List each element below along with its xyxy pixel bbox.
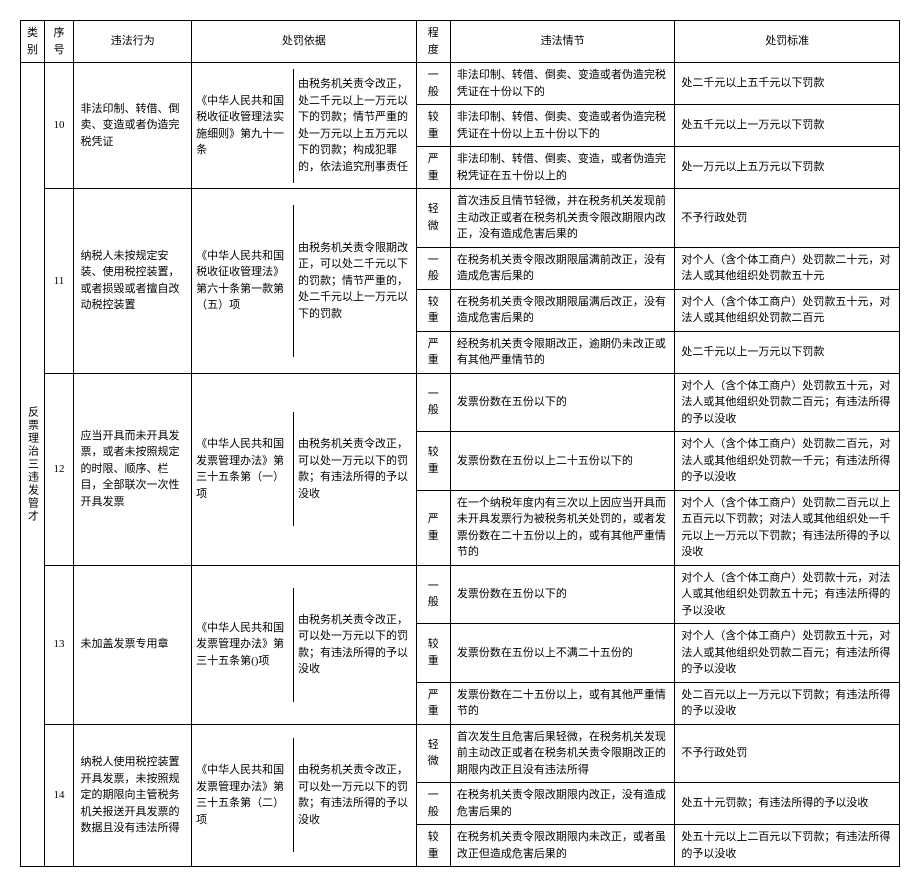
basis-cell: 《中华人民共和国发票管理办法》第三十五条第()项由税务机关责令改正，可以处一万元…: [192, 565, 417, 724]
detail-cell: 非法印制、转借、倒卖、变造或者伪造完税凭证在十份以下的: [450, 63, 675, 105]
detail-cell: 非法印制、转借、倒卖、变造或者伪造完税凭证在十份以上五十份以下的: [450, 105, 675, 147]
level-cell: 轻微: [416, 724, 450, 783]
detail-cell: 发票份数在五份以下的: [450, 565, 675, 624]
standard-cell: 对个人（含个体工商户）处罚款十元，对法人或其他组织处罚款五十元；有违法所得的予以…: [675, 565, 900, 624]
header-standard: 处罚标准: [675, 21, 900, 63]
header-detail: 违法情节: [450, 21, 675, 63]
basis-law: 《中华人民共和国发票管理办法》第三十五条第（一）项: [192, 412, 294, 526]
level-cell: 轻微: [416, 189, 450, 248]
no-cell: 14: [44, 724, 74, 867]
basis-rule: 由税务机关责令改正，处二千元以上一万元以下的罚款；情节严重的处一万元以上五万元以…: [294, 69, 416, 183]
standard-cell: 对个人（含个体工商户）处罚款二百元，对法人或其他组织处罚款一千元；有违法所得的予…: [675, 432, 900, 491]
header-basis: 处罚依据: [192, 21, 417, 63]
detail-cell: 非法印制、转借、倒卖、变造，或者伪造完税凭证在五十份以上的: [450, 147, 675, 189]
standard-cell: 处五千元以上一万元以下罚款: [675, 105, 900, 147]
detail-cell: 在税务机关责令限改期限届满前改正，没有造成危害后果的: [450, 247, 675, 289]
table-row: 11纳税人未按规定安装、使用税控装置，或者损毁或者擅自改动税控装置《中华人民共和…: [21, 189, 900, 248]
act-cell: 未加盖发票专用章: [74, 565, 192, 724]
no-cell: 12: [44, 373, 74, 565]
standard-cell: 处二千元以上五千元以下罚款: [675, 63, 900, 105]
detail-cell: 发票份数在五份以下的: [450, 373, 675, 432]
header-row: 类别 序号 违法行为 处罚依据 程度 违法情节 处罚标准: [21, 21, 900, 63]
standard-cell: 不予行政处罚: [675, 189, 900, 248]
level-cell: 严重: [416, 490, 450, 565]
standard-cell: 对个人（含个体工商户）处罚款二百元以上五百元以下罚款；对法人或其他组织处一千元以…: [675, 490, 900, 565]
basis-rule: 由税务机关责令限期改正，可以处二千元以下的罚款；情节严重的，处二千元以上一万元以…: [294, 205, 416, 357]
level-cell: 一般: [416, 63, 450, 105]
level-cell: 一般: [416, 565, 450, 624]
level-cell: 一般: [416, 373, 450, 432]
basis-cell: 《中华人民共和国税收征收管理法实施细则》第九十一条由税务机关责令改正，处二千元以…: [192, 63, 417, 189]
penalty-table: 类别 序号 违法行为 处罚依据 程度 违法情节 处罚标准 反票理治三违发管才10…: [20, 20, 900, 867]
detail-cell: 在税务机关责令限改期限届满后改正，没有造成危害后果的: [450, 289, 675, 331]
header-act: 违法行为: [74, 21, 192, 63]
table-row: 12应当开具而未开具发票，或者未按照规定的时限、顺序、栏目，全部联次一次性开具发…: [21, 373, 900, 432]
standard-cell: 处五十元罚款；有违法所得的予以没收: [675, 783, 900, 825]
level-cell: 较重: [416, 432, 450, 491]
standard-cell: 处二千元以上一万元以下罚款: [675, 331, 900, 373]
basis-cell: 《中华人民共和国发票管理办法》第三十五条第（一）项由税务机关责令改正，可以处一万…: [192, 373, 417, 565]
basis-law: 《中华人民共和国税收征收管理法》第六十条第一款第（五）项: [192, 205, 294, 357]
no-cell: 13: [44, 565, 74, 724]
standard-cell: 处一万元以上五万元以下罚款: [675, 147, 900, 189]
standard-cell: 对个人（含个体工商户）处罚款五十元，对法人或其他组织处罚款二百元；有违法所得的予…: [675, 624, 900, 683]
basis-cell: 《中华人民共和国发票管理办法》第三十五条第（二）项由税务机关责令改正，可以处一万…: [192, 724, 417, 867]
no-cell: 10: [44, 63, 74, 189]
standard-cell: 处五十元以上二百元以下罚款；有违法所得的予以没收: [675, 825, 900, 867]
level-cell: 较重: [416, 624, 450, 683]
basis-law: 《中华人民共和国发票管理办法》第三十五条第()项: [192, 588, 294, 702]
act-cell: 非法印制、转借、倒卖、变造或者伪造完税凭证: [74, 63, 192, 189]
header-no: 序号: [44, 21, 74, 63]
category-cell: 反票理治三违发管才: [21, 63, 45, 867]
act-cell: 纳税人未按规定安装、使用税控装置，或者损毁或者擅自改动税控装置: [74, 189, 192, 374]
standard-cell: 处二百元以上一万元以下罚款；有违法所得的予以没收: [675, 682, 900, 724]
standard-cell: 不予行政处罚: [675, 724, 900, 783]
detail-cell: 在税务机关责令限改期限内未改正，或者虽改正但造成危害后果的: [450, 825, 675, 867]
standard-cell: 对个人（含个体工商户）处罚款五十元，对法人或其他组织处罚款二百元: [675, 289, 900, 331]
header-level: 程度: [416, 21, 450, 63]
detail-cell: 发票份数在五份以上二十五份以下的: [450, 432, 675, 491]
level-cell: 较重: [416, 825, 450, 867]
no-cell: 11: [44, 189, 74, 374]
basis-law: 《中华人民共和国发票管理办法》第三十五条第（二）项: [192, 738, 294, 852]
level-cell: 严重: [416, 147, 450, 189]
detail-cell: 在一个纳税年度内有三次以上因应当开具而未开具发票行为被税务机关处罚的，或者发票份…: [450, 490, 675, 565]
level-cell: 较重: [416, 105, 450, 147]
basis-rule: 由税务机关责令改正，可以处一万元以下的罚款；有违法所得的予以没收: [294, 412, 416, 526]
level-cell: 一般: [416, 783, 450, 825]
act-cell: 纳税人使用税控装置开具发票，未按照规定的期限向主管税务机关报送开具发票的数据且没…: [74, 724, 192, 867]
standard-cell: 对个人（含个体工商户）处罚款二十元，对法人或其他组织处罚款五十元: [675, 247, 900, 289]
detail-cell: 发票份数在五份以上不满二十五份的: [450, 624, 675, 683]
detail-cell: 发票份数在二十五份以上，或有其他严重情节的: [450, 682, 675, 724]
basis-law: 《中华人民共和国税收征收管理法实施细则》第九十一条: [192, 69, 294, 183]
detail-cell: 首次发生且危害后果轻微，在税务机关发现前主动改正或者在税务机关责令限期改正的期限…: [450, 724, 675, 783]
table-row: 13未加盖发票专用章《中华人民共和国发票管理办法》第三十五条第()项由税务机关责…: [21, 565, 900, 624]
level-cell: 较重: [416, 289, 450, 331]
table-row: 14纳税人使用税控装置开具发票，未按照规定的期限向主管税务机关报送开具发票的数据…: [21, 724, 900, 783]
level-cell: 一般: [416, 247, 450, 289]
detail-cell: 在税务机关责令限改期限内改正，没有造成危害后果的: [450, 783, 675, 825]
standard-cell: 对个人（含个体工商户）处罚款五十元，对法人或其他组织处罚款二百元；有违法所得的予…: [675, 373, 900, 432]
level-cell: 严重: [416, 331, 450, 373]
basis-rule: 由税务机关责令改正，可以处一万元以下的罚款；有违法所得的予以没收: [294, 738, 416, 852]
basis-cell: 《中华人民共和国税收征收管理法》第六十条第一款第（五）项由税务机关责令限期改正，…: [192, 189, 417, 374]
act-cell: 应当开具而未开具发票，或者未按照规定的时限、顺序、栏目，全部联次一次性开具发票: [74, 373, 192, 565]
table-row: 反票理治三违发管才10非法印制、转借、倒卖、变造或者伪造完税凭证《中华人民共和国…: [21, 63, 900, 105]
detail-cell: 首次违反且情节轻微，并在税务机关发现前主动改正或者在税务机关责令限改期限内改正，…: [450, 189, 675, 248]
level-cell: 严重: [416, 682, 450, 724]
basis-rule: 由税务机关责令改正，可以处一万元以下的罚款；有违法所得的予以没收: [294, 588, 416, 702]
detail-cell: 经税务机关责令限期改正，逾期仍未改正或有其他严重情节的: [450, 331, 675, 373]
header-category: 类别: [21, 21, 45, 63]
